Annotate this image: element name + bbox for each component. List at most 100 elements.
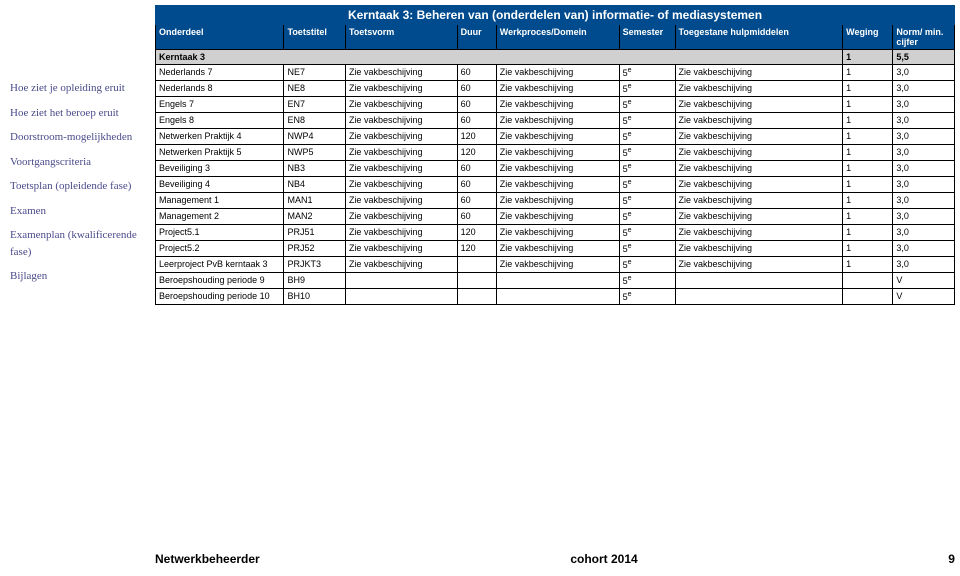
table-row: Beroepshouding periode 9BH95eV [156, 273, 955, 289]
table-cell: Zie vakbeschijving [675, 241, 843, 257]
column-header: Semester [619, 25, 675, 50]
section-label: Kerntaak 3 [156, 50, 843, 65]
table-cell: Beroepshouding periode 9 [156, 273, 284, 289]
table-cell: Management 1 [156, 193, 284, 209]
table-row: Beveiliging 3NB3Zie vakbeschijving60Zie … [156, 161, 955, 177]
footer-right: 9 [948, 552, 955, 566]
table-cell: Zie vakbeschijving [345, 81, 457, 97]
table-cell: V [893, 289, 955, 305]
table-cell: 3,0 [893, 209, 955, 225]
section-weging: 1 [843, 50, 893, 65]
table-cell: Zie vakbeschijving [345, 193, 457, 209]
table-cell [675, 289, 843, 305]
sidebar-item[interactable]: Hoe ziet je opleiding eruit [10, 80, 145, 97]
table-cell: Project5.1 [156, 225, 284, 241]
sidebar-item[interactable]: Toetsplan (opleidende fase) [10, 178, 145, 195]
table-cell: Zie vakbeschijving [345, 129, 457, 145]
table-cell: 5e [619, 177, 675, 193]
table-cell: 5e [619, 129, 675, 145]
table-cell: 120 [457, 145, 496, 161]
table-cell: Beroepshouding periode 10 [156, 289, 284, 305]
table-cell [496, 273, 619, 289]
table-cell: Netwerken Praktijk 4 [156, 129, 284, 145]
table-cell: EN7 [284, 97, 345, 113]
table-cell: Zie vakbeschijving [675, 65, 843, 81]
table-cell: Zie vakbeschijving [675, 257, 843, 273]
table-cell: Zie vakbeschijving [496, 81, 619, 97]
table-cell: Zie vakbeschijving [675, 177, 843, 193]
table-cell: 5e [619, 113, 675, 129]
table-cell [843, 273, 893, 289]
table-row: Management 1MAN1Zie vakbeschijving60Zie … [156, 193, 955, 209]
table-row: Engels 8EN8Zie vakbeschijving60Zie vakbe… [156, 113, 955, 129]
table-cell: Zie vakbeschijving [345, 257, 457, 273]
table-cell: 1 [843, 97, 893, 113]
table-cell: Engels 8 [156, 113, 284, 129]
table-cell: 5e [619, 193, 675, 209]
table-cell: 3,0 [893, 161, 955, 177]
table-cell: 1 [843, 225, 893, 241]
table-row: Nederlands 7NE7Zie vakbeschijving60Zie v… [156, 65, 955, 81]
table-cell: Zie vakbeschijving [345, 113, 457, 129]
table-row: Engels 7EN7Zie vakbeschijving60Zie vakbe… [156, 97, 955, 113]
column-header: Toegestane hulpmiddelen [675, 25, 843, 50]
table-cell: Netwerken Praktijk 5 [156, 145, 284, 161]
table-row: Leerproject PvB kerntaak 3PRJKT3Zie vakb… [156, 257, 955, 273]
table-cell: BH10 [284, 289, 345, 305]
table-cell: 120 [457, 225, 496, 241]
table-cell [345, 273, 457, 289]
table-cell: Management 2 [156, 209, 284, 225]
table-cell: 3,0 [893, 113, 955, 129]
curriculum-table: Kerntaak 3: Beheren van (onderdelen van)… [155, 5, 955, 305]
table-row: Project5.2PRJ52Zie vakbeschijving120Zie … [156, 241, 955, 257]
table-cell: 3,0 [893, 65, 955, 81]
column-header: Duur [457, 25, 496, 50]
table-section-row: Kerntaak 3 1 5,5 [156, 50, 955, 65]
table-cell: 5e [619, 81, 675, 97]
column-header: Toetsvorm [345, 25, 457, 50]
table-cell: Project5.2 [156, 241, 284, 257]
table-cell: 5e [619, 209, 675, 225]
table-cell: Zie vakbeschijving [675, 113, 843, 129]
table-cell: 1 [843, 65, 893, 81]
table-cell: 60 [457, 161, 496, 177]
table-cell: 3,0 [893, 241, 955, 257]
table-cell: Beveiliging 3 [156, 161, 284, 177]
sidebar-item[interactable]: Examenplan (kwalificerende fase) [10, 227, 145, 260]
table-cell: 5e [619, 97, 675, 113]
sidebar-item[interactable]: Bijlagen [10, 268, 145, 285]
table-cell: 60 [457, 65, 496, 81]
table-cell: 60 [457, 97, 496, 113]
sidebar-item[interactable]: Doorstroom-mogelijkheden [10, 129, 145, 146]
table-cell: MAN2 [284, 209, 345, 225]
table-cell: 1 [843, 113, 893, 129]
table-header-row: OnderdeelToetstitelToetsvormDuurWerkproc… [156, 25, 955, 50]
sidebar-item[interactable]: Voortgangscriteria [10, 154, 145, 171]
table-row: Management 2MAN2Zie vakbeschijving60Zie … [156, 209, 955, 225]
table-row: Project5.1PRJ51Zie vakbeschijving120Zie … [156, 225, 955, 241]
table-cell: NB3 [284, 161, 345, 177]
table-cell: Zie vakbeschijving [345, 225, 457, 241]
column-header: Norm/ min. cijfer [893, 25, 955, 50]
table-row: Beveiliging 4NB4Zie vakbeschijving60Zie … [156, 177, 955, 193]
sidebar-item[interactable]: Hoe ziet het beroep eruit [10, 105, 145, 122]
table-cell: 1 [843, 193, 893, 209]
table-cell: MAN1 [284, 193, 345, 209]
table-cell: PRJ51 [284, 225, 345, 241]
table-cell [843, 289, 893, 305]
table-cell: Zie vakbeschijving [496, 145, 619, 161]
table-cell: 5e [619, 65, 675, 81]
table-cell: PRJKT3 [284, 257, 345, 273]
table-cell: PRJ52 [284, 241, 345, 257]
table-cell: 1 [843, 209, 893, 225]
table-cell: 3,0 [893, 97, 955, 113]
table-cell: NWP4 [284, 129, 345, 145]
table-cell: Zie vakbeschijving [496, 161, 619, 177]
table-cell: NE8 [284, 81, 345, 97]
sidebar-item[interactable]: Examen [10, 203, 145, 220]
table-cell: Zie vakbeschijving [496, 193, 619, 209]
table-cell: NB4 [284, 177, 345, 193]
table-cell: 3,0 [893, 225, 955, 241]
table-row: Netwerken Praktijk 4NWP4Zie vakbeschijvi… [156, 129, 955, 145]
table-cell: 3,0 [893, 193, 955, 209]
